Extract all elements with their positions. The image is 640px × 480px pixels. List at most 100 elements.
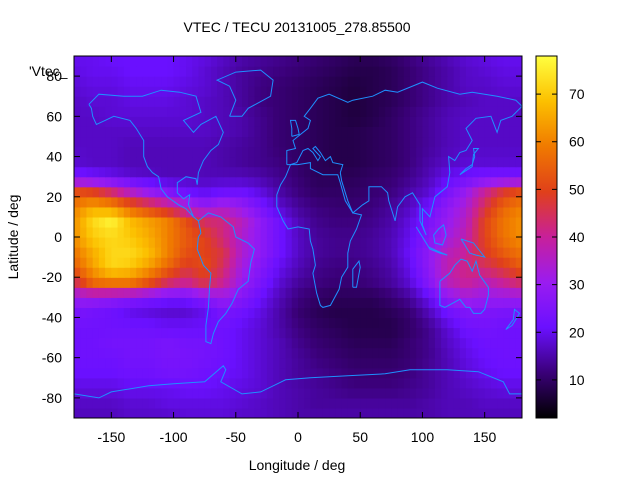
heat-cell bbox=[497, 397, 504, 409]
heat-cell bbox=[266, 367, 274, 379]
coastline-greenland bbox=[215, 69, 274, 117]
heat-cell bbox=[503, 357, 511, 369]
heat-cell bbox=[397, 206, 405, 218]
heat-cell bbox=[148, 156, 156, 168]
heat-cell bbox=[111, 287, 119, 298]
heat-cell bbox=[310, 397, 318, 409]
heat-cell bbox=[192, 377, 200, 389]
heat-cell bbox=[453, 367, 461, 379]
heat-cell bbox=[422, 56, 430, 67]
heat-cell bbox=[515, 186, 522, 198]
heat-cell bbox=[254, 186, 262, 198]
heat-cell bbox=[154, 136, 162, 148]
heat-cell bbox=[354, 66, 361, 77]
heat-cell bbox=[304, 136, 312, 148]
heat-cell bbox=[385, 76, 392, 87]
heat-cell bbox=[266, 86, 274, 97]
heat-cell bbox=[453, 146, 461, 158]
heat-cell bbox=[98, 126, 106, 138]
heat-cell bbox=[347, 327, 355, 339]
heat-cell bbox=[92, 387, 100, 399]
heat-cell bbox=[192, 206, 200, 218]
heat-cell bbox=[111, 136, 119, 148]
heat-cell bbox=[310, 367, 318, 379]
heat-cell bbox=[285, 317, 293, 329]
heat-cell bbox=[416, 76, 424, 87]
heat-cell bbox=[105, 237, 112, 248]
heat-cell bbox=[316, 96, 324, 107]
heat-cell bbox=[98, 106, 106, 117]
heat-cell bbox=[515, 116, 522, 127]
heat-cell bbox=[329, 307, 336, 319]
heat-cell bbox=[497, 196, 504, 208]
heat-cell bbox=[198, 196, 206, 208]
heat-cell bbox=[310, 387, 318, 399]
heat-cell bbox=[366, 76, 374, 87]
heat-cell bbox=[229, 377, 237, 389]
heat-cell bbox=[298, 397, 305, 409]
heat-cell bbox=[329, 277, 336, 288]
heat-cell bbox=[341, 136, 349, 148]
heat-cell bbox=[472, 166, 480, 178]
heat-cell bbox=[142, 126, 150, 138]
heat-cell bbox=[335, 267, 343, 278]
heat-cell bbox=[403, 407, 411, 418]
heat-cell bbox=[478, 146, 486, 158]
heat-cell bbox=[391, 367, 399, 379]
heat-cell bbox=[490, 176, 498, 188]
heat-cell bbox=[161, 226, 168, 238]
x-tick-label: -50 bbox=[226, 429, 246, 445]
heat-cell bbox=[329, 126, 336, 138]
heat-cell bbox=[260, 267, 268, 278]
heat-cell bbox=[459, 337, 467, 349]
heat-cell bbox=[136, 176, 144, 188]
heat-cell bbox=[229, 317, 237, 329]
heat-cell bbox=[304, 66, 312, 77]
heat-cell bbox=[459, 317, 467, 329]
heat-cell bbox=[509, 367, 517, 379]
heat-cell bbox=[391, 136, 399, 148]
heat-cell bbox=[316, 166, 324, 178]
heat-cell bbox=[142, 247, 150, 258]
heat-cell bbox=[86, 247, 94, 258]
heat-cell bbox=[472, 96, 480, 107]
heat-cell bbox=[509, 247, 517, 258]
heat-cell bbox=[366, 377, 374, 389]
heat-cell bbox=[86, 237, 94, 248]
heat-cell bbox=[86, 367, 94, 379]
heat-cell bbox=[192, 367, 200, 379]
heat-cell bbox=[441, 136, 448, 148]
heat-cell bbox=[74, 387, 81, 399]
heat-cell bbox=[154, 237, 162, 248]
heat-cell bbox=[167, 206, 175, 218]
heat-cell bbox=[304, 56, 312, 67]
heat-cell bbox=[136, 367, 144, 379]
heat-cell bbox=[123, 387, 131, 399]
heat-cell bbox=[447, 337, 455, 349]
heat-cell bbox=[385, 226, 392, 238]
heat-cell bbox=[428, 287, 436, 298]
heat-cell bbox=[74, 397, 81, 409]
heat-cell bbox=[273, 146, 280, 158]
heat-cell bbox=[142, 146, 150, 158]
heat-cell bbox=[217, 56, 224, 67]
heat-cell bbox=[298, 287, 305, 298]
heat-cell bbox=[117, 56, 125, 67]
heat-cell bbox=[441, 156, 448, 168]
heat-cell bbox=[503, 146, 511, 158]
heat-cell bbox=[515, 267, 522, 278]
heat-cell bbox=[490, 357, 498, 369]
heat-cell bbox=[161, 257, 168, 268]
heat-cell bbox=[391, 226, 399, 238]
heat-cell bbox=[117, 156, 125, 168]
heat-cell bbox=[354, 397, 361, 409]
heat-cell bbox=[397, 186, 405, 198]
heat-cell bbox=[397, 136, 405, 148]
heat-cell bbox=[503, 196, 511, 208]
heat-cell bbox=[497, 337, 504, 349]
heat-cell bbox=[304, 407, 312, 418]
heat-cell bbox=[117, 287, 125, 298]
heat-cell bbox=[410, 257, 417, 268]
heat-cell bbox=[279, 226, 287, 238]
heat-cell bbox=[123, 196, 131, 208]
